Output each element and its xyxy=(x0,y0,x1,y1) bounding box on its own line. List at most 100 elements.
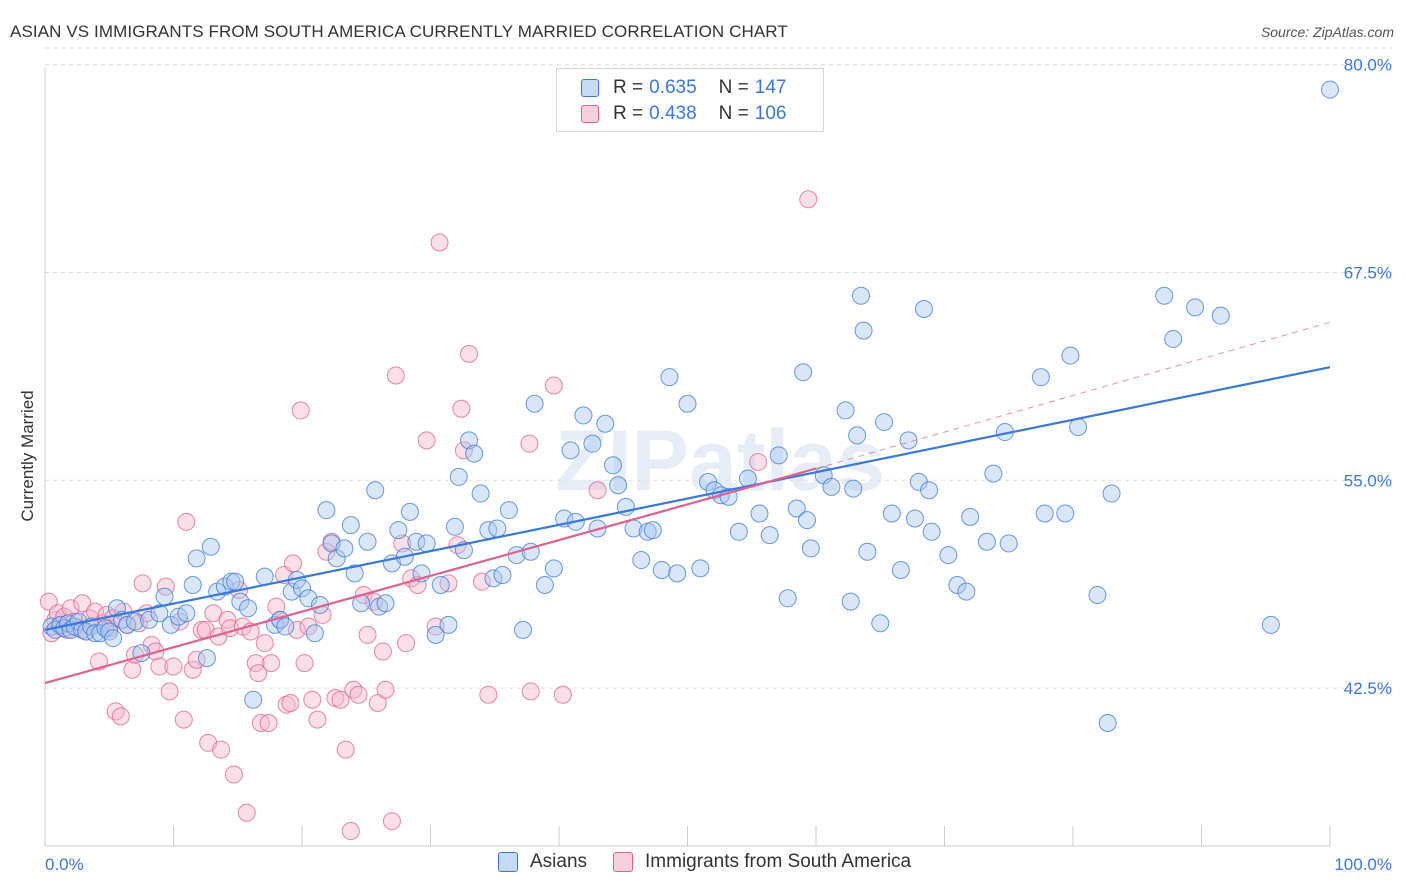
data-point xyxy=(452,399,471,418)
data-point xyxy=(1035,504,1054,523)
data-point xyxy=(525,394,544,413)
data-point xyxy=(521,682,540,701)
data-point xyxy=(871,614,890,633)
data-point xyxy=(376,680,395,699)
data-point xyxy=(160,682,179,701)
data-point xyxy=(499,501,518,520)
data-point xyxy=(417,431,436,450)
data-point xyxy=(231,592,250,611)
data-point xyxy=(226,572,245,591)
data-point xyxy=(123,660,142,679)
data-point xyxy=(368,694,387,713)
data-point xyxy=(344,680,363,699)
data-point xyxy=(291,401,310,420)
legend-label-asians: Asians xyxy=(530,851,588,872)
data-point xyxy=(426,625,445,644)
data-point xyxy=(293,579,311,598)
data-point xyxy=(977,532,996,551)
data-point xyxy=(882,504,901,523)
data-point xyxy=(439,615,458,634)
data-point xyxy=(922,522,941,541)
data-point xyxy=(851,286,870,305)
axes xyxy=(44,68,1331,847)
data-point xyxy=(222,572,241,591)
series-legend: Asians Immigrants from South America xyxy=(498,851,937,873)
data-point xyxy=(652,561,671,580)
data-point xyxy=(544,559,563,578)
legend-label-immigrants: Immigrants from South America xyxy=(645,851,912,872)
data-point xyxy=(553,685,572,704)
data-point xyxy=(999,534,1018,553)
chart-source: Source: ZipAtlas.com xyxy=(1260,24,1394,40)
data-point xyxy=(336,740,355,759)
data-point xyxy=(331,690,350,709)
data-point xyxy=(197,649,216,668)
data-point xyxy=(632,551,651,570)
legend-n-label: N = xyxy=(718,103,749,124)
data-point xyxy=(366,481,385,500)
data-point xyxy=(875,413,894,432)
legend-r-label: R = xyxy=(613,103,644,124)
data-point xyxy=(1061,346,1080,365)
legend-row-immigrants: R = 0.438 N = 106 xyxy=(581,101,786,127)
data-point xyxy=(1261,615,1280,634)
data-point xyxy=(400,502,419,521)
legend-r-value: 0.635 xyxy=(649,77,697,98)
data-point xyxy=(295,654,314,673)
data-point xyxy=(259,713,278,732)
data-point xyxy=(389,521,408,540)
data-point xyxy=(358,532,377,551)
data-point xyxy=(305,624,324,643)
data-point xyxy=(156,577,175,596)
data-point xyxy=(905,509,924,528)
trendlines xyxy=(44,321,1331,685)
data-point xyxy=(449,467,468,486)
data-point xyxy=(177,604,196,623)
data-point xyxy=(1102,484,1121,503)
data-point xyxy=(454,441,473,460)
data-point xyxy=(237,803,256,822)
data-point xyxy=(1031,368,1050,387)
data-point xyxy=(691,559,710,578)
chart-title: ASIAN VS IMMIGRANTS FROM SOUTH AMERICA C… xyxy=(10,22,788,41)
data-point xyxy=(183,660,202,679)
data-point xyxy=(778,589,797,608)
data-point xyxy=(822,477,841,496)
data-point xyxy=(244,690,263,709)
data-point xyxy=(1155,286,1174,305)
stats-legend: R = 0.635 N = 147 R = 0.438 N = 106 xyxy=(556,68,824,132)
data-point xyxy=(386,366,405,385)
data-point xyxy=(891,561,910,580)
data-point xyxy=(174,710,193,729)
data-point xyxy=(249,664,268,683)
data-point xyxy=(177,512,196,531)
data-point xyxy=(660,368,679,387)
data-point xyxy=(335,539,354,558)
data-point xyxy=(376,594,395,613)
data-point xyxy=(140,610,159,629)
legend-n-label: N = xyxy=(718,77,749,98)
data-point xyxy=(155,587,174,606)
data-point xyxy=(445,517,464,536)
data-point xyxy=(760,526,779,545)
data-point xyxy=(596,414,615,433)
data-point xyxy=(106,702,125,721)
data-point xyxy=(358,625,377,644)
data-point xyxy=(73,594,92,613)
legend-swatch-asians xyxy=(498,852,518,872)
data-point xyxy=(299,617,318,636)
data-point xyxy=(104,629,123,648)
legend-item-immigrants[interactable]: Immigrants from South America xyxy=(613,851,911,873)
data-point xyxy=(493,566,512,585)
legend-r-label: R = xyxy=(613,77,644,98)
data-point xyxy=(327,549,346,568)
data-point xyxy=(255,634,274,653)
data-point xyxy=(1056,504,1075,523)
data-point xyxy=(341,822,360,841)
data-point xyxy=(397,634,416,653)
data-point xyxy=(836,401,855,420)
legend-item-asians[interactable]: Asians xyxy=(498,851,587,873)
data-point xyxy=(574,406,593,425)
data-point xyxy=(798,511,817,530)
data-point xyxy=(317,501,336,520)
